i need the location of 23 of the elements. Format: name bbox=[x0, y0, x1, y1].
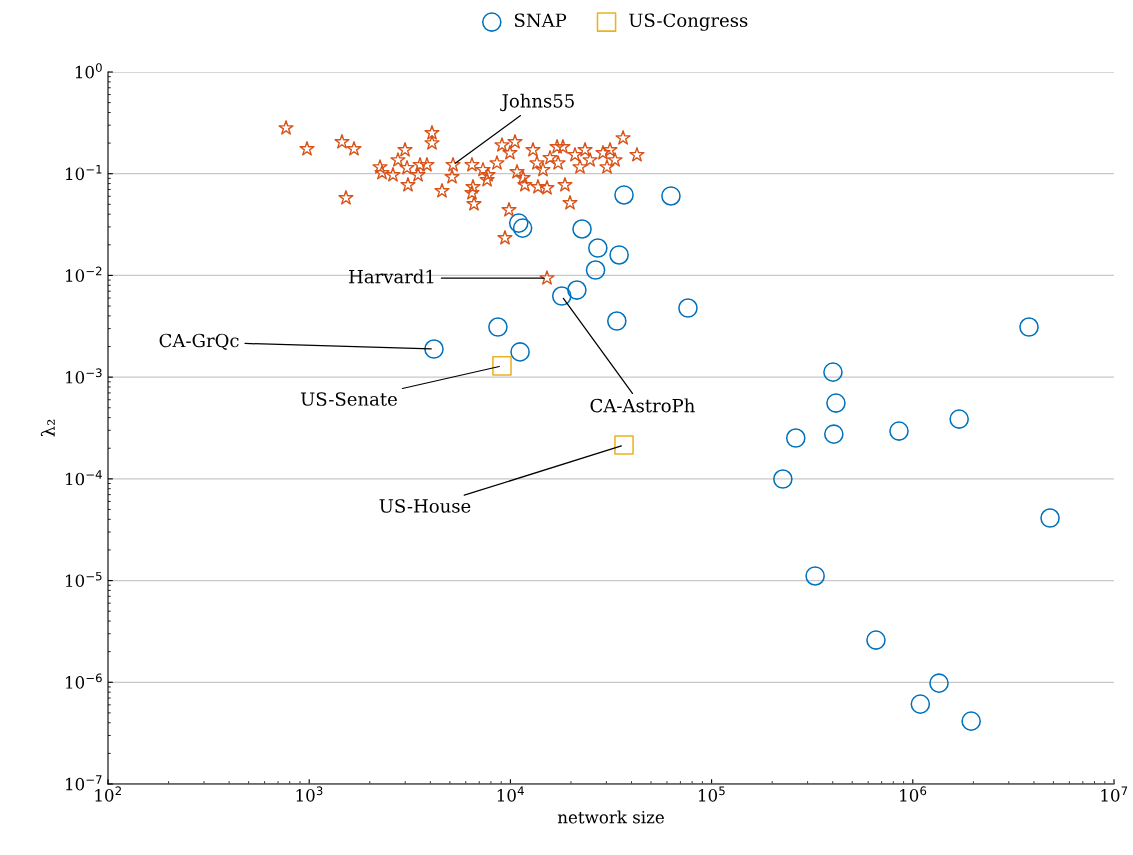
y-tick-label: 10$^{−6}$ bbox=[66, 673, 102, 689]
y-tick-label: 10$^{−3}$ bbox=[66, 368, 102, 384]
annotation: CA-GrQc bbox=[159, 333, 239, 350]
x-tick-label: 10$^{7}$ bbox=[1101, 786, 1128, 802]
x-tick-label: 10$^{3}$ bbox=[296, 786, 323, 802]
x-axis-title: network size bbox=[557, 810, 664, 824]
y-tick-label: 10$^{0}$ bbox=[75, 63, 102, 79]
y-tick-label: 10$^{−2}$ bbox=[66, 266, 102, 282]
legend-label: SNAP bbox=[514, 13, 567, 28]
x-tick-label: 10$^{6}$ bbox=[900, 786, 927, 802]
x-tick-label: 10$^{5}$ bbox=[698, 786, 725, 802]
x-tick-label: 10$^{4}$ bbox=[497, 786, 524, 802]
annotation: Johns55 bbox=[500, 93, 574, 112]
legend-label: US-Congress bbox=[629, 13, 748, 31]
y-axis-title: λ₂ bbox=[40, 419, 55, 437]
y-tick-label: 10$^{−5}$ bbox=[66, 571, 102, 588]
annotation: US-House bbox=[379, 499, 471, 513]
annotation: US-Senate bbox=[300, 392, 397, 406]
y-tick-label: 10$^{−1}$ bbox=[66, 165, 102, 181]
annotation: Harvard1 bbox=[349, 269, 434, 284]
x-tick-label: 10$^{2}$ bbox=[95, 786, 121, 802]
annotation: CA-AstroPh bbox=[590, 398, 695, 413]
y-tick-label: 10$^{−4}$ bbox=[66, 470, 102, 486]
